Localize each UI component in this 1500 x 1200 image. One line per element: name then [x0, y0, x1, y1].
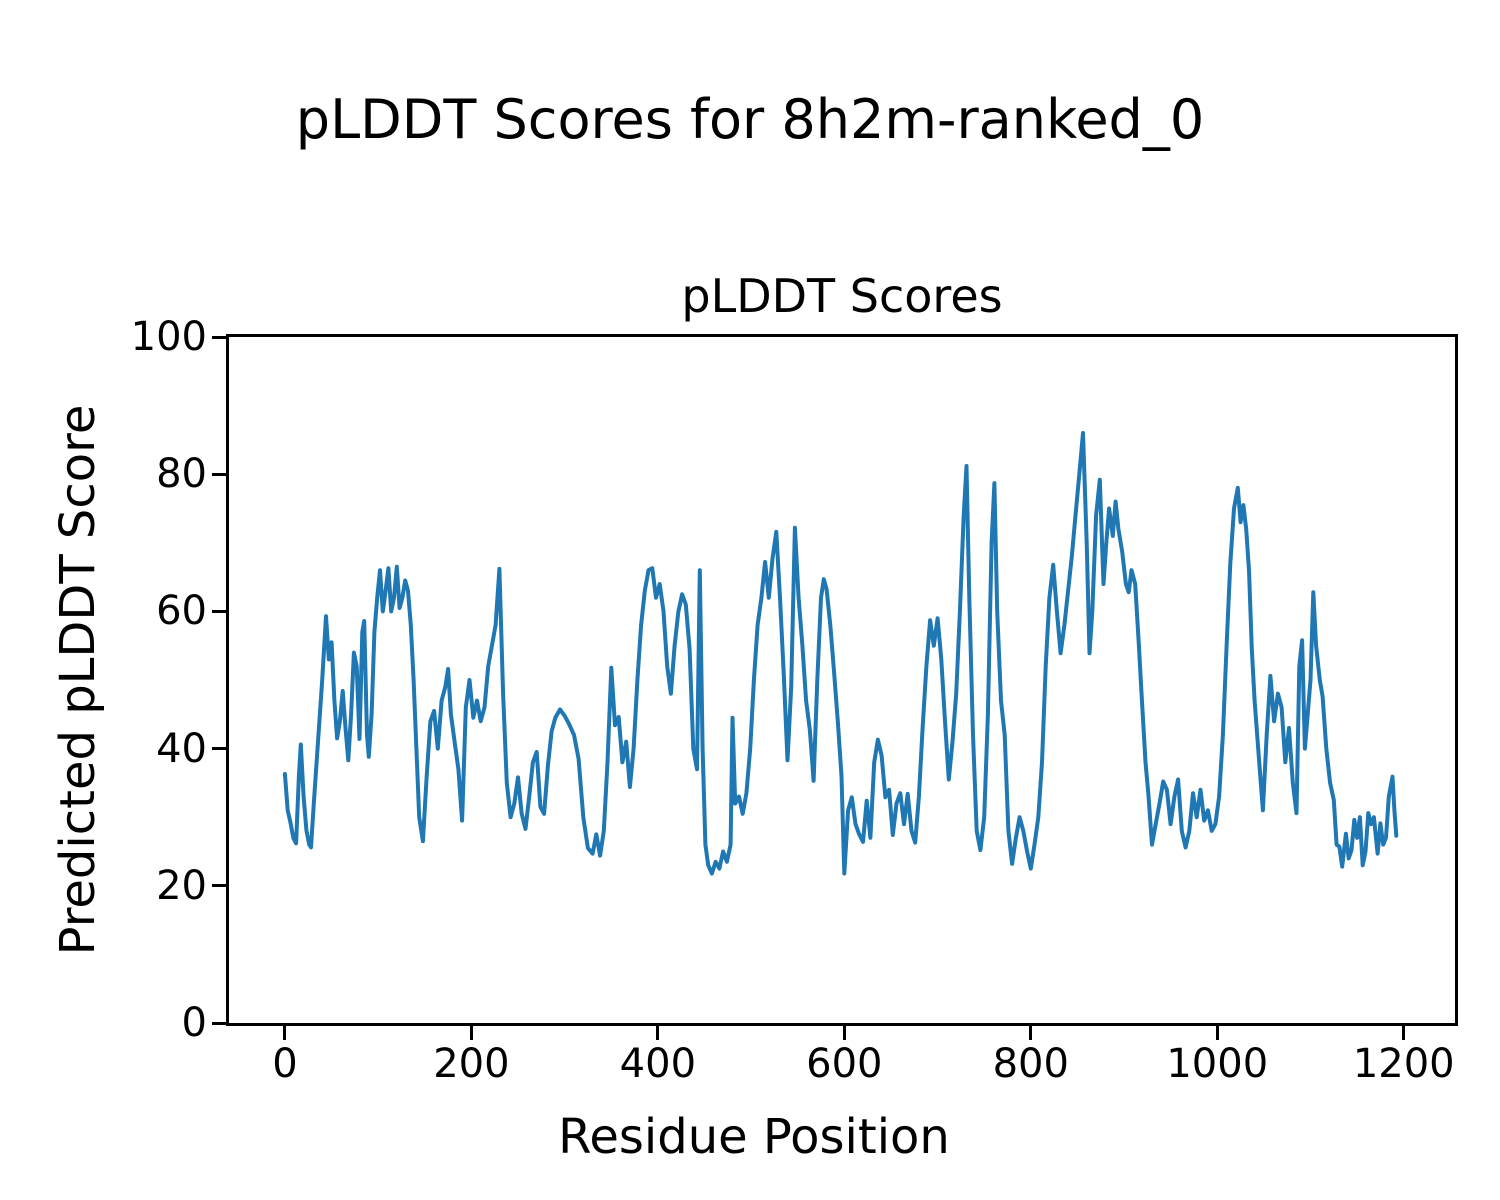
- y-tick-mark: [212, 609, 226, 613]
- x-tick-mark: [469, 1026, 473, 1040]
- y-tick-label: 0: [181, 1000, 207, 1046]
- y-tick-mark: [212, 472, 226, 476]
- y-tick-mark: [212, 1021, 226, 1025]
- y-tick-mark: [212, 884, 226, 888]
- x-tick-mark: [1215, 1026, 1219, 1040]
- y-tick-mark: [212, 335, 226, 339]
- x-axis-label: Residue Position: [558, 1109, 950, 1165]
- axes-title: pLDDT Scores: [681, 269, 1003, 323]
- x-tick-label: 600: [806, 1041, 883, 1087]
- x-tick-label: 800: [992, 1041, 1069, 1087]
- x-tick-label: 1200: [1352, 1041, 1455, 1087]
- y-tick-label: 20: [156, 862, 207, 909]
- x-tick-mark: [1029, 1026, 1033, 1040]
- x-tick-label: 200: [433, 1041, 510, 1087]
- x-tick-mark: [1402, 1026, 1406, 1040]
- x-tick-mark: [842, 1026, 846, 1040]
- y-tick-label: 40: [156, 725, 207, 772]
- y-tick-label: 60: [156, 588, 207, 635]
- figure-title: pLDDT Scores for 8h2m-ranked_0: [295, 88, 1205, 151]
- x-tick-label: 0: [272, 1041, 298, 1087]
- x-tick-mark: [283, 1026, 287, 1040]
- x-tick-mark: [656, 1026, 660, 1040]
- plddt-score-line: [282, 431, 1399, 876]
- y-tick-label: 80: [156, 451, 207, 498]
- x-tick-label: 1000: [1166, 1041, 1269, 1087]
- x-tick-label: 400: [619, 1041, 697, 1087]
- plddt-line-chart: [282, 431, 1399, 876]
- y-tick-label: 100: [130, 314, 207, 360]
- y-tick-mark: [212, 747, 226, 751]
- y-axis-label: Predicted pLDDT Score: [50, 404, 106, 956]
